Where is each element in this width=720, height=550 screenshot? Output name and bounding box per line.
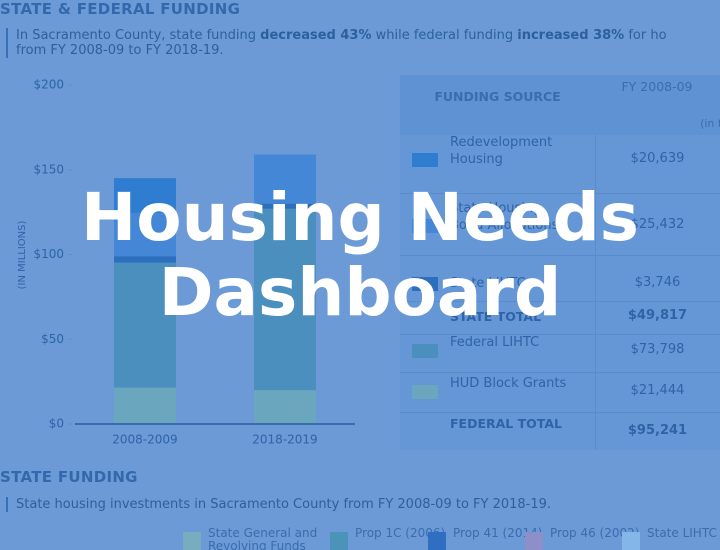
row-value: $21,444 xyxy=(630,383,685,398)
summary: In Sacramento County, state funding decr… xyxy=(6,28,720,58)
row-separator xyxy=(400,300,720,302)
legend-label: State General and Revolving Funds xyxy=(208,526,318,550)
row-value: $20,639 xyxy=(630,151,685,166)
swatch xyxy=(412,153,438,167)
bar-segment xyxy=(114,213,176,257)
summary-text: for ho xyxy=(624,28,667,43)
row-value: $73,798 xyxy=(630,342,685,357)
row-label: Federal LIHTC xyxy=(450,335,540,350)
swatch xyxy=(412,385,438,399)
legend-label: Prop 41 (2014) xyxy=(453,526,543,540)
table-header: (in tho xyxy=(700,117,720,130)
table-header-bg xyxy=(400,75,720,135)
y-tick-label: $100 xyxy=(33,247,64,261)
table-header: FUNDING SOURCE xyxy=(434,89,561,104)
y-tick-label: $50 xyxy=(41,332,64,346)
row-label: State LIHTC xyxy=(450,276,526,291)
legend-swatch xyxy=(428,532,446,550)
x-tick-label: 2018-2019 xyxy=(252,433,317,447)
swatch xyxy=(412,219,438,233)
summary-emph: increased 38% xyxy=(517,28,625,43)
table-header: FY 2008-09 xyxy=(621,79,693,94)
row-separator xyxy=(400,255,720,256)
y-tick-label: $0 xyxy=(49,417,64,431)
summary-text: while federal funding xyxy=(371,28,518,43)
row-label: STATE TOTAL xyxy=(450,309,542,324)
summary-emph: decreased 43% xyxy=(260,28,372,43)
funding-table: FUNDING SOURCE FY 2008-09 (in tho Redevelop… xyxy=(400,75,720,450)
bar-segment xyxy=(114,256,176,263)
bar-segment xyxy=(254,208,316,391)
y-tick-label: $150 xyxy=(33,162,64,176)
x-tick-label: 2008-2009 xyxy=(112,433,177,447)
y-axis-label: (IN MILLIONS) xyxy=(17,221,28,290)
bar-segment xyxy=(114,178,176,214)
swatch xyxy=(412,344,438,358)
legend: State General and Revolving Funds Prop 1C… xyxy=(0,526,720,550)
row-label: State Housing Bond Allocations xyxy=(450,201,559,233)
legend-swatch xyxy=(622,532,640,550)
row-separator xyxy=(400,334,720,335)
overlay-title: Housing Needs Dashboard xyxy=(81,179,639,332)
row-separator xyxy=(400,412,720,413)
row-separator xyxy=(400,371,720,373)
row-value: $95,241 xyxy=(627,423,688,438)
summary-text: from FY 2008-09 to FY 2018-19. xyxy=(16,43,224,58)
legend-label: Prop 1C (2006) xyxy=(355,526,446,540)
row-value: $49,817 xyxy=(627,308,688,323)
row-value: $25,432 xyxy=(630,217,685,232)
summary: State housing investments in Sacramento … xyxy=(6,497,551,512)
bar-segment xyxy=(114,387,176,424)
bar-segment xyxy=(114,262,176,388)
column-separator xyxy=(595,135,596,450)
swatch xyxy=(412,277,438,291)
row-label: Redevelopment Housing xyxy=(450,135,553,167)
section-title: STATE & FEDERAL FUNDING xyxy=(0,0,241,18)
row-label: HUD Block Grants xyxy=(450,376,567,391)
legend-swatch xyxy=(330,532,348,550)
row-separator xyxy=(400,193,720,194)
bar-segment xyxy=(254,154,316,204)
legend-label: Prop 46 (2002) xyxy=(550,526,640,540)
bar-segment xyxy=(254,203,316,209)
legend-swatch xyxy=(183,532,201,550)
legend-label: State LIHTC xyxy=(647,526,717,540)
bar-segment xyxy=(254,390,316,424)
y-tick-label: $200 xyxy=(33,78,64,92)
section-title: STATE FUNDING xyxy=(0,468,138,486)
summary-text: In Sacramento County, state funding xyxy=(16,28,261,43)
row-value: $3,746 xyxy=(634,275,681,290)
row-label: FEDERAL TOTAL xyxy=(450,416,562,431)
chart: (IN MILLIONS) $0 $50 $100 $150 $200 2008-2009… xyxy=(17,78,355,447)
legend-swatch xyxy=(525,532,543,550)
